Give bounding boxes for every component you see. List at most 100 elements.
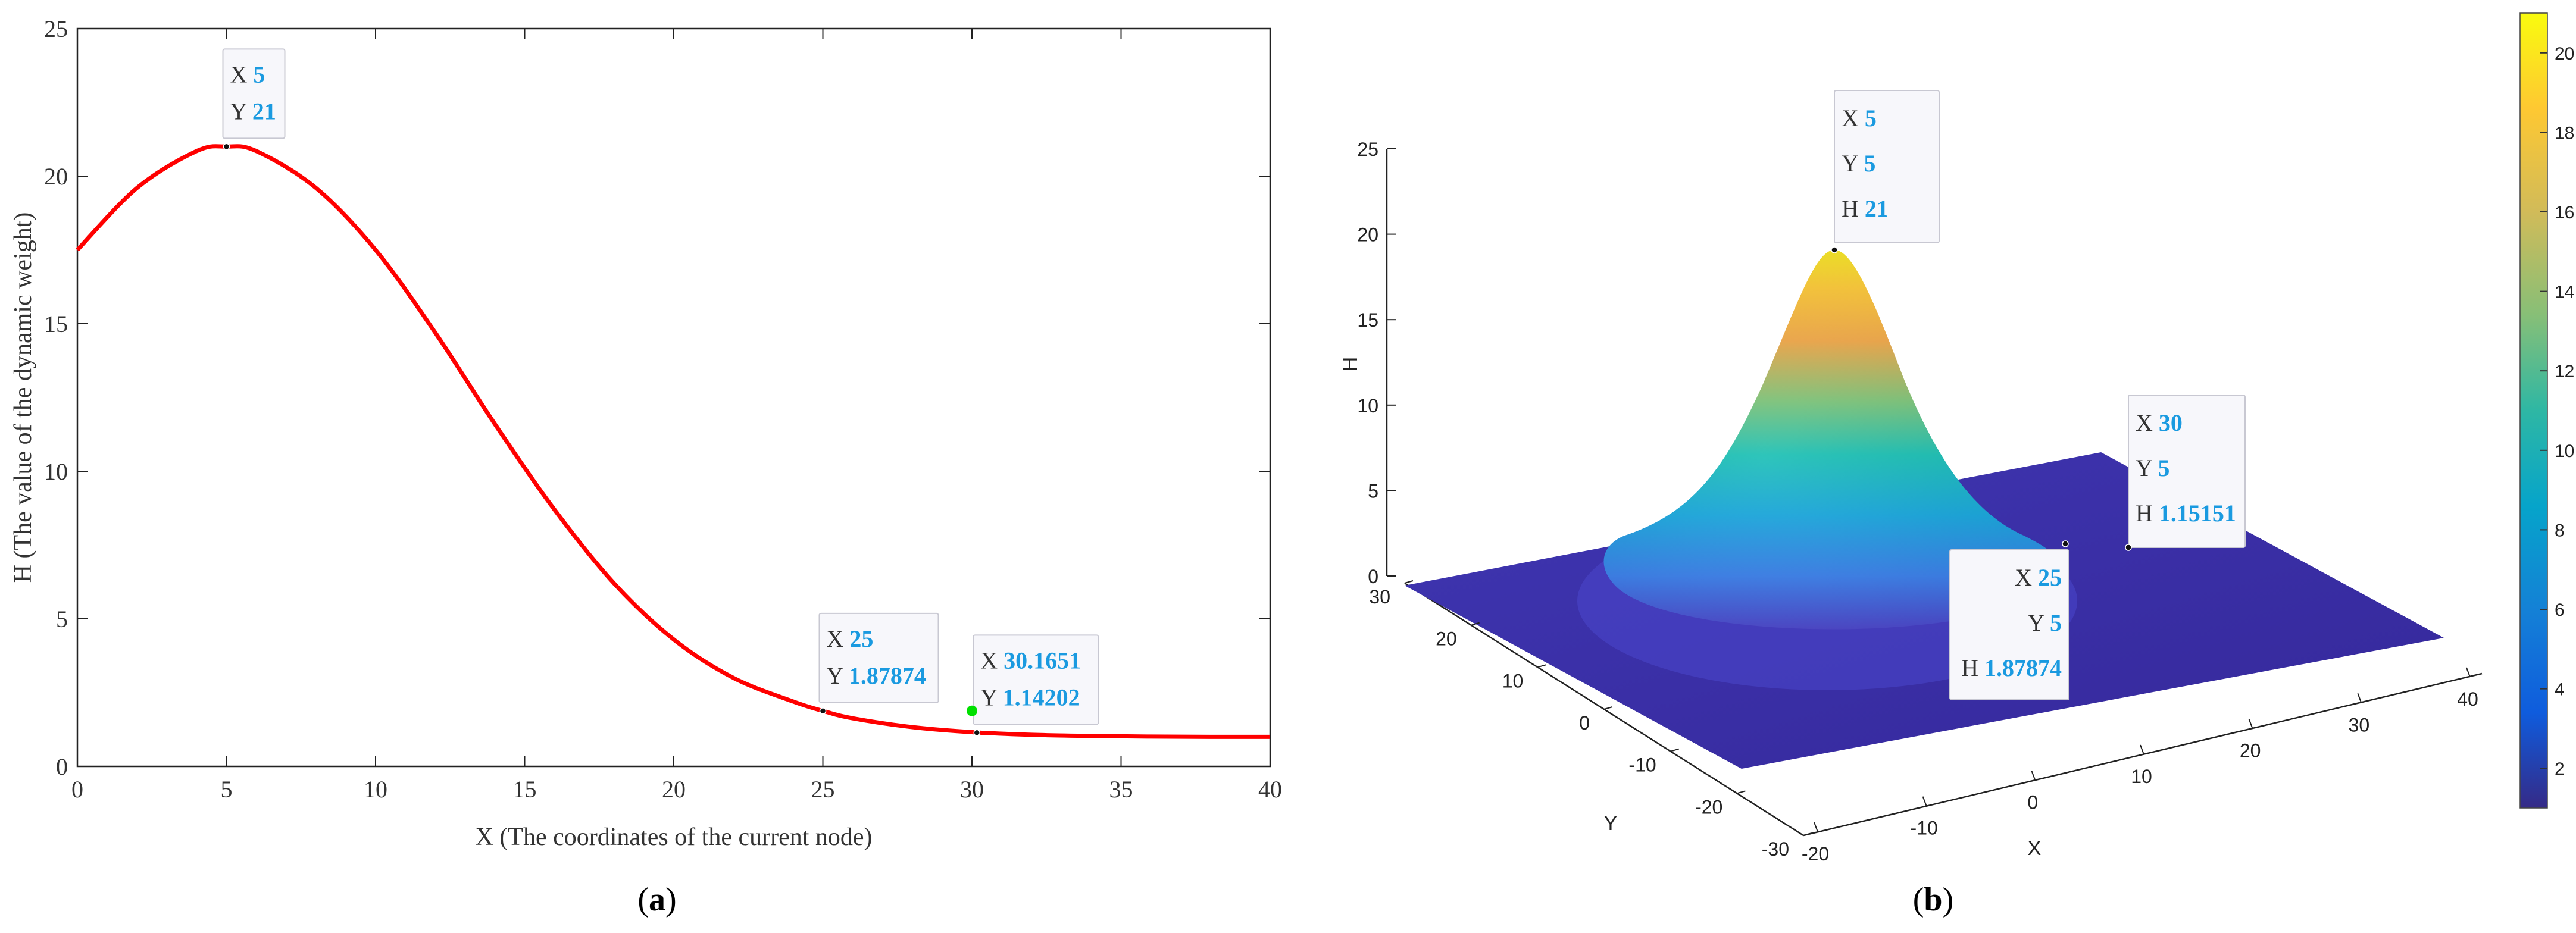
y-tick-mark: [1471, 622, 1480, 626]
x-tick-label: 20: [662, 776, 686, 803]
colorbar-tick-label: 14: [2555, 283, 2574, 302]
x-tick-mark: [2466, 667, 2471, 678]
x-tick-label: 30: [960, 776, 984, 803]
datatip-key: X: [1842, 105, 1865, 132]
x-tick-label: 35: [1109, 776, 1133, 803]
y-tick-label: -10: [1628, 754, 1656, 776]
datatip-point[interactable]: [2062, 540, 2069, 547]
datatip-point[interactable]: [973, 729, 981, 737]
datatip-point[interactable]: [1831, 246, 1838, 253]
y-tick-label: 20: [1436, 628, 1457, 650]
datatip-line: Y 21: [230, 98, 276, 124]
datatip-box: [222, 48, 286, 139]
x-tick-mark: [1922, 796, 1927, 807]
datatip-line: H 1.87874: [1961, 655, 2062, 681]
datatip-key: X: [980, 647, 1003, 674]
panel-a-series-line: [76, 144, 1271, 739]
x-tick-label: 20: [2240, 740, 2261, 762]
panel-b-y-axis-label: Y: [1604, 812, 1618, 835]
datatip-line: X 25: [827, 625, 874, 652]
x-tick-label: -10: [1911, 818, 1938, 839]
panel-b-surface-chart: 0510152025-30-20-100102030-20-1001020304…: [1339, 12, 2574, 918]
x-tick-label: 10: [2131, 766, 2152, 787]
x-tick-label: 30: [2349, 714, 2370, 735]
datatip-box: [1949, 549, 2069, 700]
datatip-key: H: [1961, 655, 1984, 681]
datatip-key: Y: [980, 684, 1002, 710]
colorbar-tick-label: 20: [2555, 44, 2574, 64]
datatip-value: 5: [1864, 150, 1875, 177]
x-tick-label: 5: [221, 776, 233, 803]
y-tick-mark: [1537, 664, 1546, 668]
z-tick-label: 0: [1368, 566, 1378, 587]
y-tick-mark: [1737, 790, 1746, 794]
datatip-point[interactable]: [223, 143, 230, 151]
panel-b-z-axis-label: H: [1339, 357, 1362, 372]
datatip-value: 1.15151: [2159, 500, 2236, 527]
datatip-value: 5: [253, 61, 265, 87]
panel-b-caption: (b): [1913, 881, 1953, 918]
datatip-key: Y: [1842, 150, 1864, 177]
datatip-value: 5: [2050, 609, 2062, 636]
datatip-box: [973, 634, 1099, 725]
green-marker-point: [967, 705, 977, 716]
panel-b-x-axis-label: X: [2028, 837, 2042, 860]
x-tick-label: 40: [2457, 688, 2478, 710]
z-tick-label: 25: [1357, 139, 1378, 160]
datatip-key: X: [827, 625, 850, 652]
y-tick-label: 30: [1369, 586, 1390, 608]
z-tick-label: 15: [1357, 309, 1378, 331]
y-tick-label: 20: [44, 163, 68, 190]
datatip-point[interactable]: [2125, 544, 2132, 551]
x-tick-label: 0: [71, 776, 83, 803]
y-tick-label: 10: [1502, 670, 1524, 691]
y-tick-label: 25: [44, 15, 68, 42]
x-tick-label: 40: [1258, 776, 1282, 803]
datatip-line: Y 1.14202: [980, 684, 1080, 710]
y-tick-label: 0: [1579, 712, 1590, 734]
x-tick-mark: [2140, 744, 2144, 755]
x-tick-label: -20: [1802, 843, 1829, 865]
datatip-line: X 30: [2136, 409, 2183, 436]
datatip-value: 21: [252, 98, 276, 124]
colorbar-tick-label: 18: [2555, 123, 2574, 143]
datatip-value: 30.1651: [1003, 647, 1081, 674]
colorbar-tick-label: 6: [2555, 600, 2565, 620]
panel-b-x-axis: [1803, 672, 2483, 837]
x-tick-label: 0: [2027, 791, 2038, 813]
datatip-line: Y 5: [2136, 455, 2169, 481]
datatip-line: Y 1.87874: [827, 662, 926, 689]
x-tick-label: 15: [513, 776, 537, 803]
panel-b-colorbar: [2519, 12, 2548, 809]
datatip-key: H: [2136, 500, 2159, 527]
datatip-key: Y: [2028, 609, 2050, 636]
datatip-key: Y: [230, 98, 252, 124]
x-tick-mark: [2031, 770, 2036, 781]
x-tick-mark: [2357, 693, 2362, 703]
datatip-line: X 5: [230, 61, 265, 87]
panel-a-ticks: 0 5 10 15 20 25 30 35 40 0 5 10 15 20 25: [44, 15, 1282, 803]
datatip-key: X: [2015, 564, 2038, 591]
datatip-point[interactable]: [819, 707, 827, 715]
panel-a-caption: (a): [637, 881, 676, 918]
datatip-line: H 1.15151: [2136, 500, 2236, 527]
datatip-value: 25: [2038, 564, 2062, 591]
datatip-key: X: [2136, 409, 2159, 436]
colorbar-tick-label: 16: [2555, 203, 2574, 223]
y-tick-label: 10: [44, 458, 68, 485]
z-tick-label: 5: [1368, 480, 1378, 502]
colorbar-tick-label: 10: [2555, 442, 2574, 461]
colorbar-tick-label: 2: [2555, 759, 2565, 779]
datatip-value: 1.87874: [1984, 655, 2062, 681]
datatip-value: 5: [2158, 455, 2169, 481]
y-tick-label: 0: [56, 753, 68, 780]
y-tick-mark: [1803, 832, 1812, 836]
datatip-value: 25: [849, 625, 873, 652]
datatip-box: [1834, 90, 1940, 243]
y-tick-mark: [1404, 580, 1414, 584]
colorbar-tick-label: 8: [2555, 521, 2565, 540]
datatip-key: Y: [827, 662, 849, 689]
datatip-value: 1.87874: [849, 662, 926, 689]
